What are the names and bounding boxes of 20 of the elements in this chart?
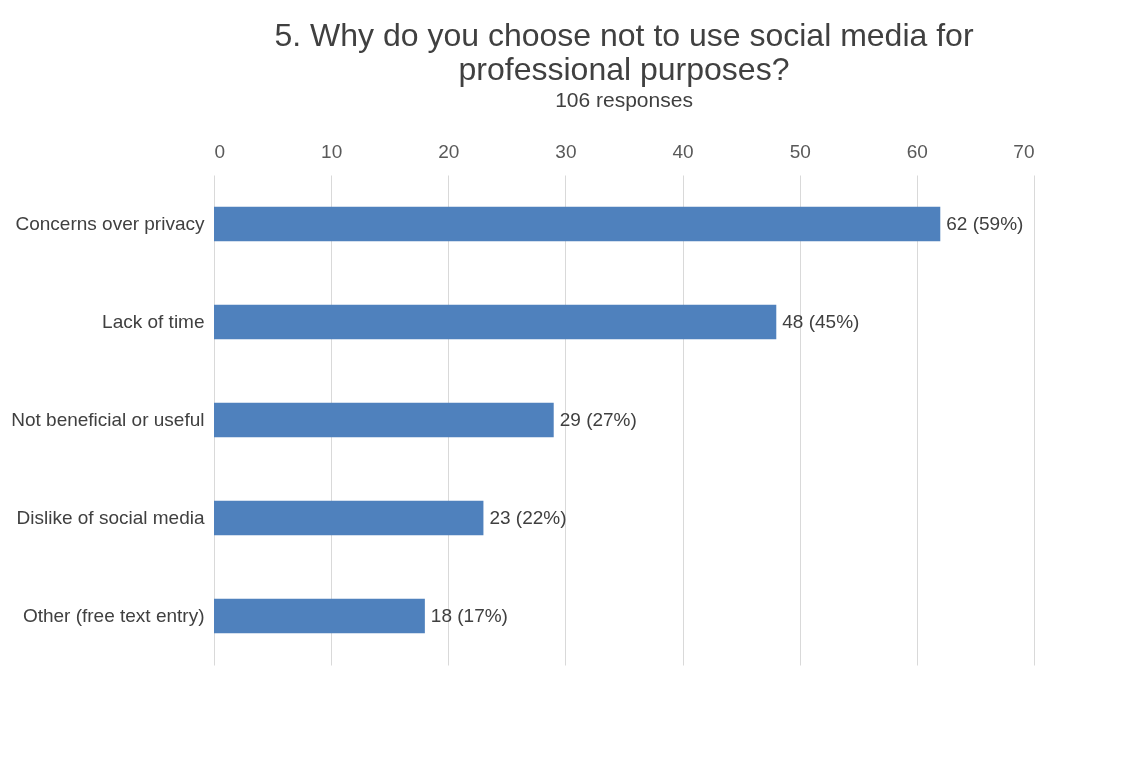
- data-label: 29 (27%): [559, 409, 637, 430]
- data-label: 48 (45%): [782, 311, 860, 332]
- x-tick-label: 50: [789, 140, 811, 162]
- x-tick-label: 60: [906, 140, 928, 162]
- x-tick-label: 30: [555, 140, 577, 162]
- x-tick-label: 40: [672, 140, 694, 162]
- chart-title: 5. Why do you choose not to use social media for professional purposes?: [274, 17, 974, 87]
- chart-subtitle: 106 responses: [555, 88, 693, 111]
- y-tick-label: Dislike of social media: [16, 507, 205, 528]
- data-label: 23 (22%): [489, 507, 567, 528]
- data-label: 18 (17%): [430, 605, 508, 626]
- x-tick-label: 0: [214, 140, 226, 162]
- data-label: 62 (59%): [946, 213, 1024, 234]
- y-tick-label: Other (free text entry): [22, 605, 205, 626]
- x-tick-label: 10: [321, 140, 343, 162]
- y-tick-label: Lack of time: [102, 311, 205, 332]
- y-tick-label: Not beneficial or useful: [11, 409, 205, 430]
- x-tick-label: 70: [1013, 140, 1035, 162]
- x-tick-label: 20: [438, 140, 460, 162]
- y-tick-label: Concerns over privacy: [15, 213, 205, 234]
